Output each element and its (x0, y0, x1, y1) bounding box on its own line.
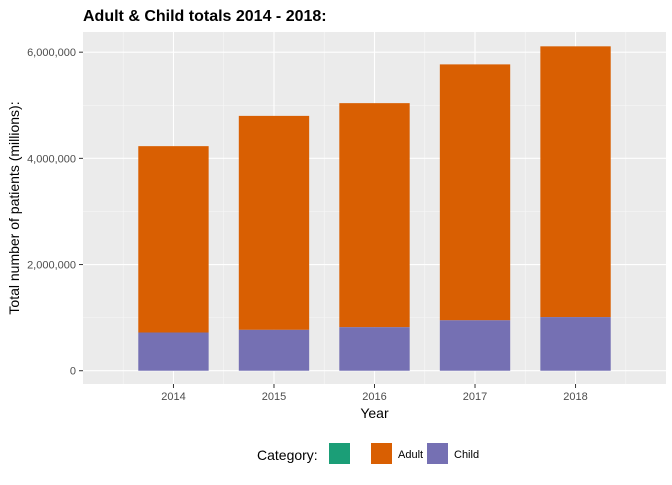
x-tick-label: 2018 (563, 391, 587, 403)
bar-child-2015 (238, 329, 310, 371)
y-tick-label: 6,000,000 (27, 47, 76, 59)
bar-adult-2017 (439, 64, 511, 321)
y-tick-label: 0 (70, 366, 76, 378)
chart-title: Adult & Child totals 2014 - 2018: (83, 8, 327, 25)
legend-key (427, 443, 448, 464)
x-tick-label: 2017 (463, 391, 487, 403)
x-tick-label: 2015 (262, 391, 286, 403)
legend-key (371, 443, 392, 464)
x-tick-label: 2016 (362, 391, 386, 403)
bar-child-2018 (540, 317, 611, 371)
bar-adult-2018 (540, 46, 611, 318)
y-axis-ticks: 0 2,000,000 4,000,000 6,000,000 (27, 47, 83, 378)
y-tick-label: 4,000,000 (27, 153, 76, 165)
x-axis-title: Year (360, 405, 389, 421)
legend-key (329, 443, 350, 464)
y-axis-title: Total number of patients (millions): (6, 101, 22, 314)
bar-child-2017 (439, 320, 511, 371)
bar-adult-2014 (138, 146, 209, 333)
legend-label: Adult (398, 449, 423, 461)
x-tick-label: 2014 (161, 391, 185, 403)
legend-label: Child (454, 449, 479, 461)
legend-title: Category: (257, 447, 318, 463)
bar-adult-2015 (238, 115, 310, 330)
bars (138, 46, 611, 371)
bar-child-2016 (339, 327, 410, 371)
legend: Category: Adult Child (257, 443, 479, 464)
bar-adult-2016 (339, 103, 410, 328)
y-tick-label: 2,000,000 (27, 260, 76, 272)
bar-child-2014 (138, 332, 209, 371)
x-axis-ticks: 2014 2015 2016 2017 2018 (161, 384, 588, 403)
